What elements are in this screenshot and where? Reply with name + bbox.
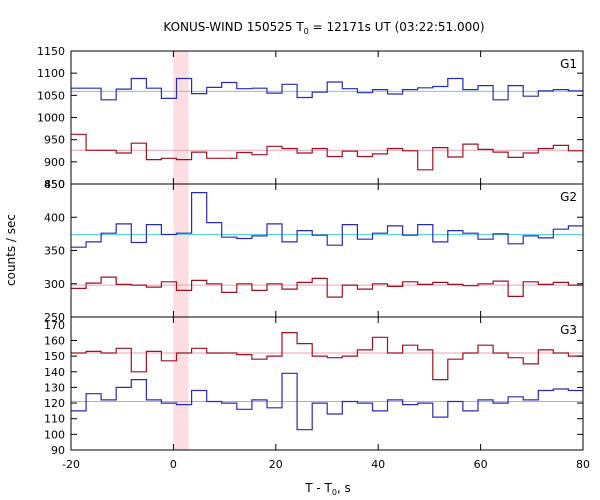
panel-frame-g3 (70, 316, 584, 451)
y-tick-label-g1-900: 900 (44, 156, 65, 169)
y-tick-label-g3-130: 130 (44, 381, 65, 394)
x-tick-label-80: 80 (576, 458, 590, 471)
y-tick-label-g2-250: 250 (44, 311, 65, 324)
y-tick-label-g3-100: 100 (44, 428, 65, 441)
y-tick-label-g2-350: 350 (44, 245, 65, 258)
y-tick-label-g1-950: 950 (44, 134, 65, 147)
x-tick-label-40: 40 (371, 458, 385, 471)
panel-g2: 250 300 350 400 450 G2 (44, 178, 584, 324)
step-series-g3-0 (71, 372, 583, 431)
panel-g1: 850 900 950 1000 1050 1100 1150 G1 (37, 45, 584, 191)
burst-interval-highlight (173, 51, 189, 450)
y-tick-label-g1-1000: 1000 (37, 112, 65, 125)
step-series-g2-1 (71, 276, 583, 298)
y-tick-label-g1-1150: 1150 (37, 45, 65, 58)
y-axis-label: counts / sec (4, 214, 18, 286)
step-series-g1-0 (71, 77, 583, 101)
y-tick-label-g1-850: 850 (44, 178, 65, 191)
x-axis-label: T - T0, s (304, 481, 351, 497)
y-tick-label-g2-400: 400 (44, 211, 65, 224)
y-tick-label-g3-110: 110 (44, 413, 65, 426)
y-tick-label-g3-90: 90 (51, 444, 65, 457)
y-tick-label-g3-170: 170 (44, 319, 65, 332)
panel-g3: 90 100 110 120 130 140 150 160 170 G3 (44, 316, 584, 457)
x-tick-label-0: 0 (170, 458, 177, 471)
y-tick-label-g1-1100: 1100 (37, 67, 65, 80)
x-tick-label--20: -20 (62, 458, 80, 471)
y-tick-label-g2-300: 300 (44, 278, 65, 291)
x-tick-label-60: 60 (474, 458, 488, 471)
y-tick-label-g3-160: 160 (44, 334, 65, 347)
step-series-g1-1 (71, 133, 583, 171)
chart-title: KONUS-WIND 150525 T0 = 12171s UT (03:22:… (163, 20, 484, 36)
y-tick-label-g2-450: 450 (44, 178, 65, 191)
step-series-g2-0 (71, 192, 583, 248)
y-tick-label-g3-120: 120 (44, 397, 65, 410)
panel-label-g3: G3 (560, 323, 577, 337)
panel-label-g1: G1 (560, 57, 577, 71)
plot-panels: 8509009501000105011001150G12503003504004… (37, 45, 590, 471)
panel-frame-g1 (70, 50, 584, 185)
y-tick-label-g3-140: 140 (44, 366, 65, 379)
x-tick-label-20: 20 (269, 458, 283, 471)
y-tick-label-g1-1050: 1050 (37, 89, 65, 102)
y-tick-label-g3-150: 150 (44, 350, 65, 363)
step-series-g3-1 (71, 332, 583, 381)
panel-label-g2: G2 (560, 190, 577, 204)
